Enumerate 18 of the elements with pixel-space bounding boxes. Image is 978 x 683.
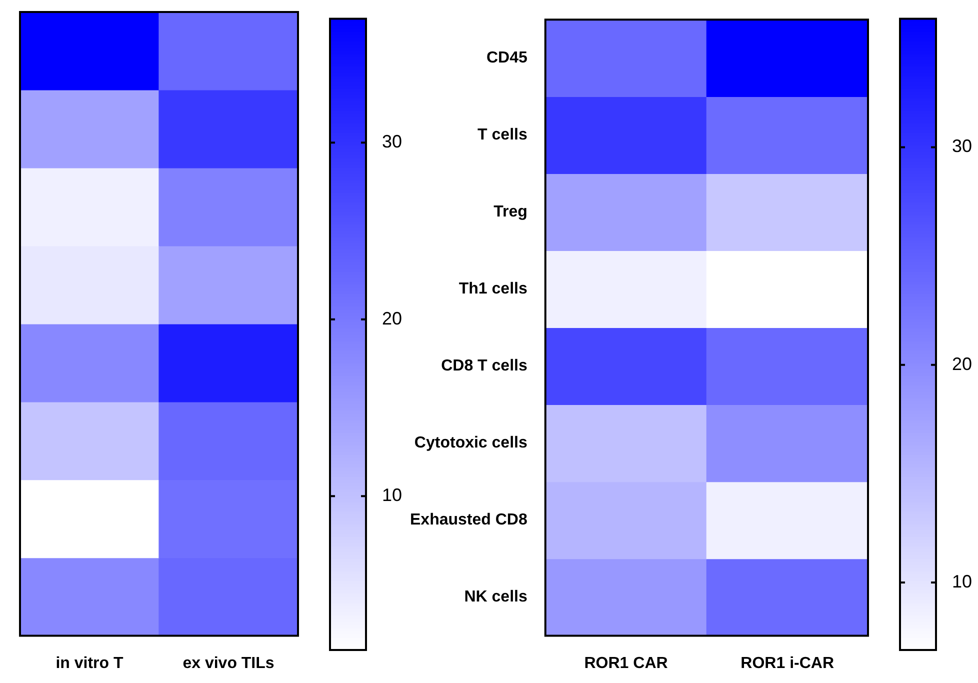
color-bar-label: 10 bbox=[382, 485, 402, 506]
y-tick-label: Th1 cells bbox=[458, 280, 528, 298]
color-bar-label: 30 bbox=[952, 136, 972, 156]
x-tick-label: ex vivo TILs bbox=[182, 654, 274, 672]
color-bar-label: 10 bbox=[952, 571, 972, 592]
color-bar-label: 30 bbox=[382, 132, 402, 152]
x-tick-label: ROR1 CAR bbox=[584, 654, 668, 672]
x-tick-label: in vitro T bbox=[56, 654, 124, 672]
x-tick-label: ROR1 i-CAR bbox=[740, 654, 834, 672]
y-tick-label: Exhausted CD8 bbox=[410, 512, 528, 529]
y-tick-label: CD8 T cells bbox=[441, 358, 528, 375]
y-tick-label: T cells bbox=[478, 126, 528, 144]
y-tick-label: NK cells bbox=[464, 588, 528, 606]
y-tick-label: Treg bbox=[494, 204, 528, 221]
y-tick-label: CD45 bbox=[486, 50, 528, 67]
y-tick-label: Cytotoxic cells bbox=[414, 434, 528, 452]
color-bar-label: 20 bbox=[382, 308, 402, 328]
color-bar-label: 20 bbox=[952, 354, 972, 374]
